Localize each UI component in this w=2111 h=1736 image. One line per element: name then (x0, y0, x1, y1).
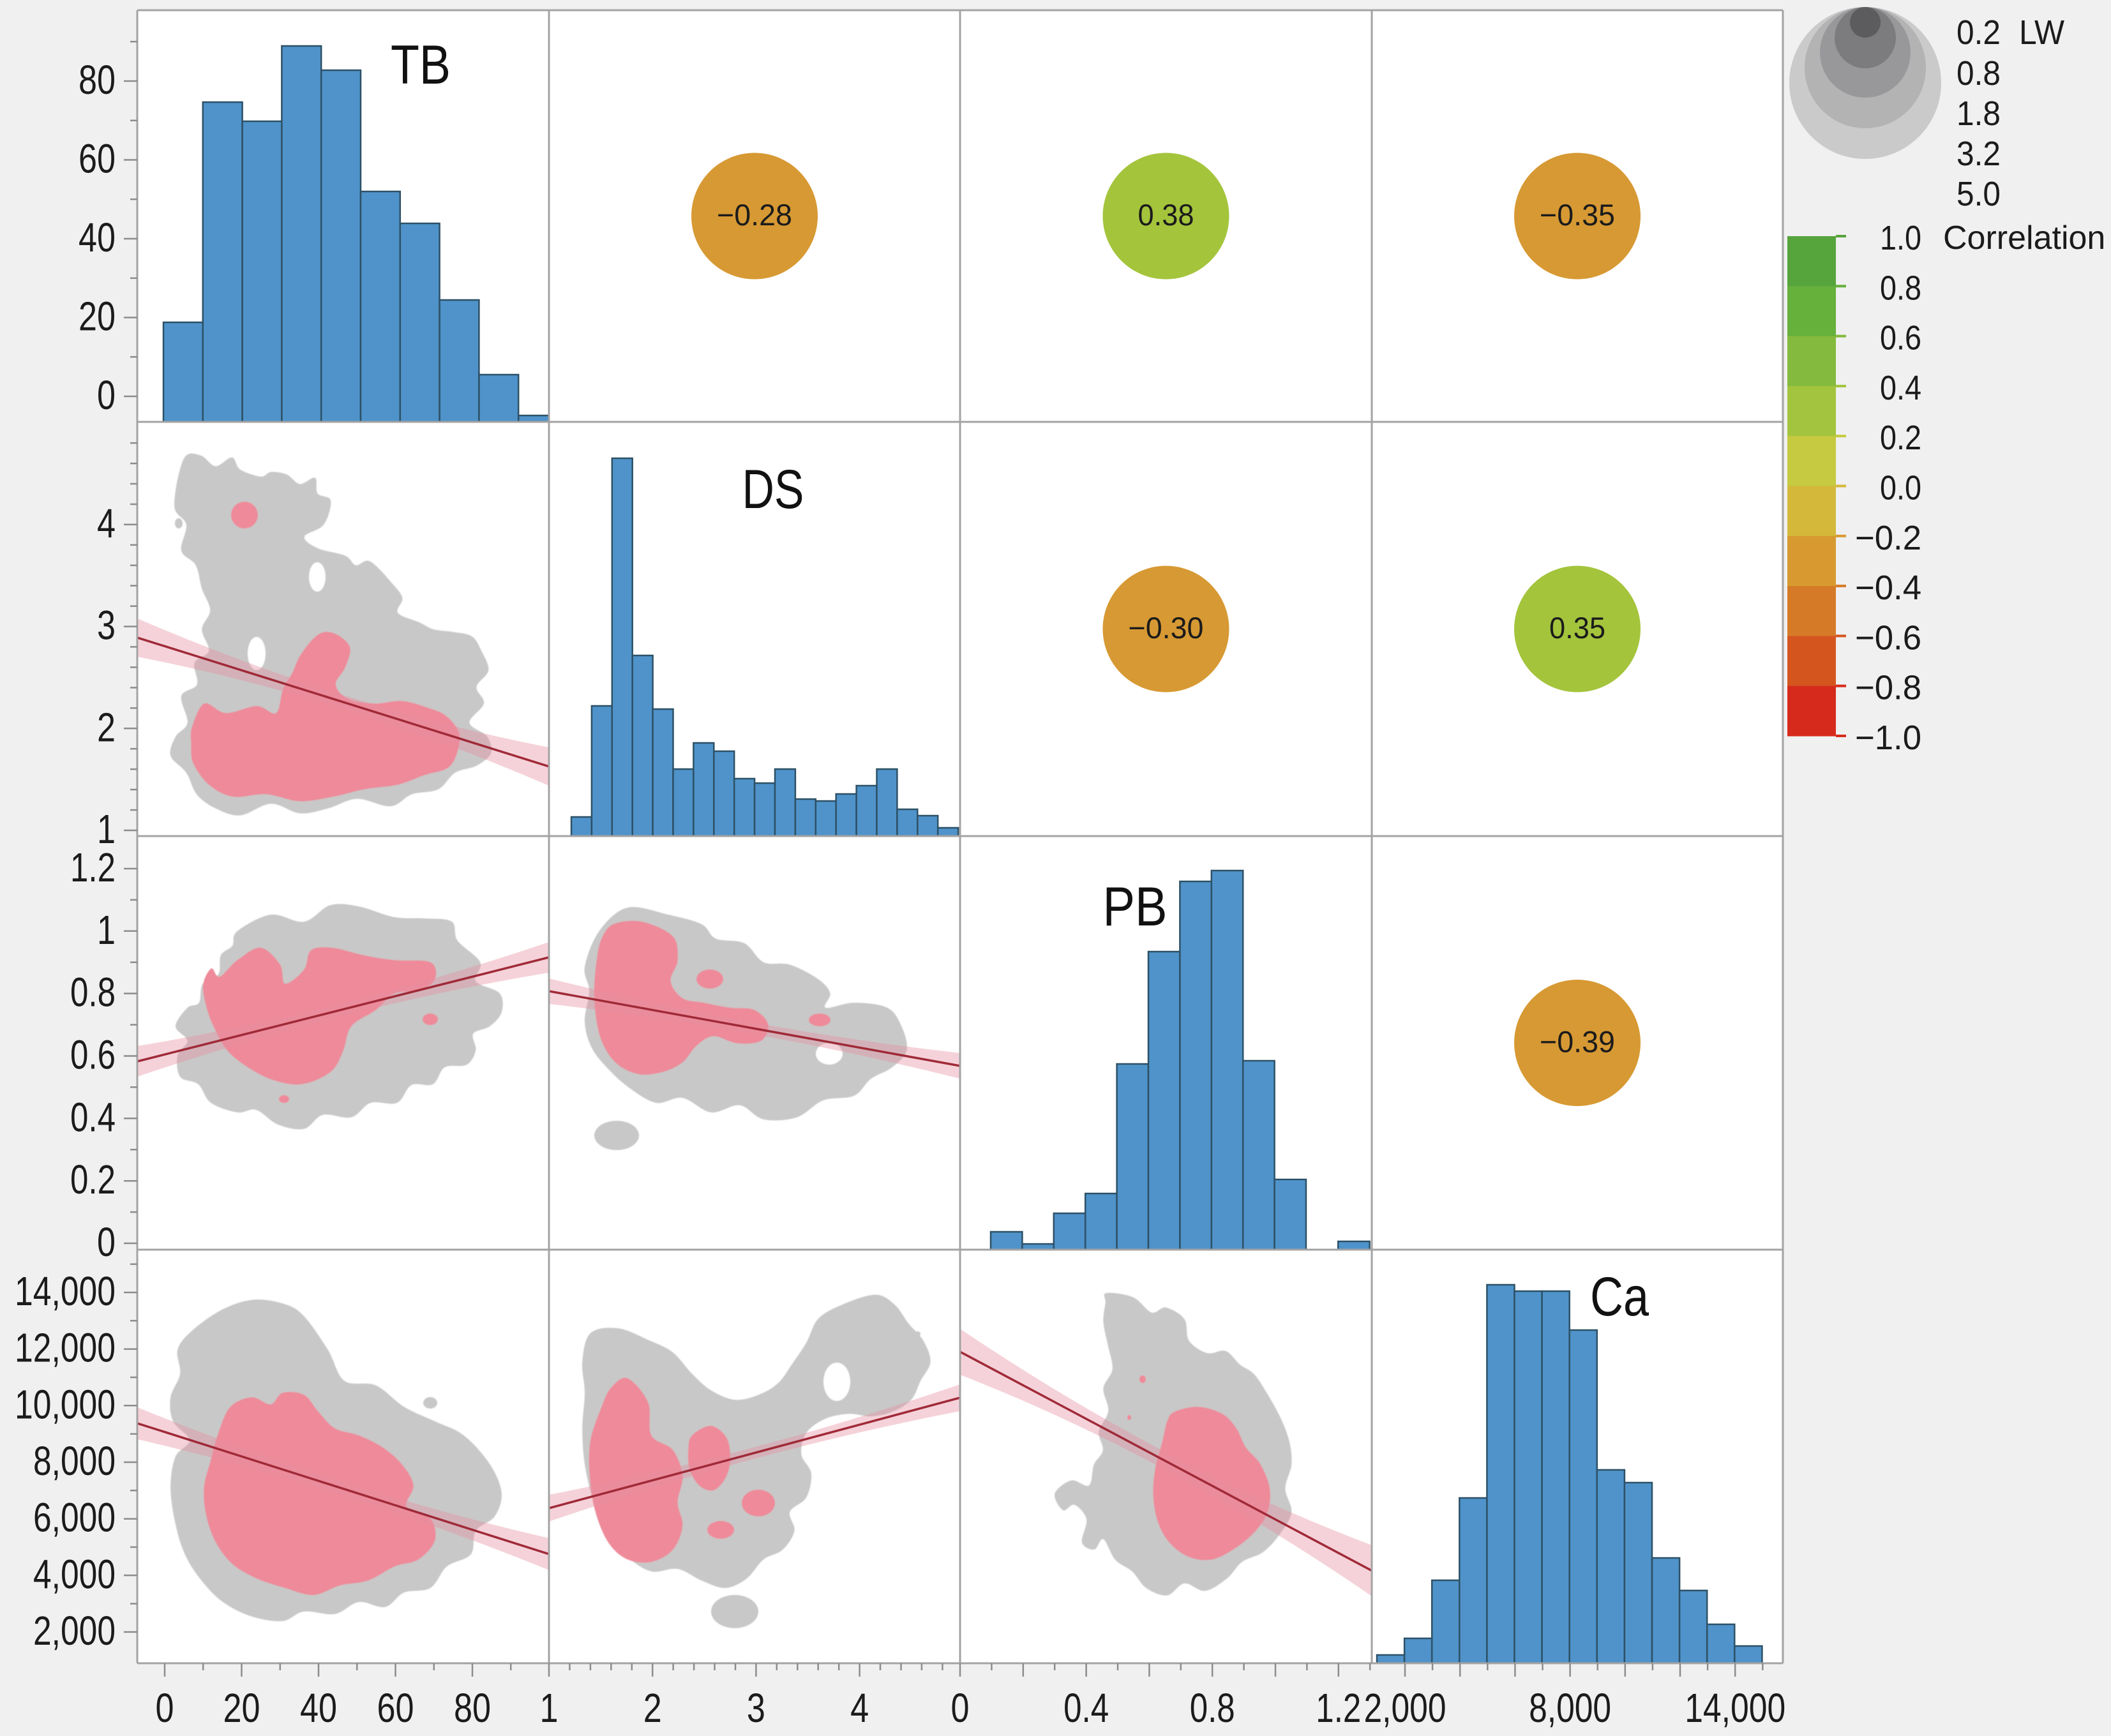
svg-text:0: 0 (97, 372, 116, 418)
svg-text:6,000: 6,000 (33, 1495, 116, 1541)
svg-text:80: 80 (79, 57, 116, 103)
svg-text:0.8: 0.8 (1880, 269, 1921, 307)
svg-text:12,000: 12,000 (15, 1325, 116, 1371)
svg-text:40: 40 (300, 1685, 337, 1731)
svg-text:−0.2: −0.2 (1855, 519, 1921, 557)
svg-text:1.2: 1.2 (1316, 1685, 1361, 1731)
svg-text:60: 60 (377, 1685, 414, 1731)
svg-text:3: 3 (97, 602, 116, 648)
svg-text:20: 20 (79, 294, 116, 340)
svg-text:14,000: 14,000 (15, 1268, 116, 1314)
svg-text:3: 3 (747, 1685, 765, 1731)
svg-text:60: 60 (79, 136, 116, 182)
svg-text:−0.6: −0.6 (1855, 618, 1921, 657)
svg-text:1.0: 1.0 (1880, 219, 1921, 257)
svg-text:0.35: 0.35 (1549, 611, 1605, 645)
svg-text:0.2: 0.2 (1957, 13, 2001, 52)
svg-text:0.2: 0.2 (70, 1156, 116, 1202)
svg-text:8,000: 8,000 (33, 1438, 116, 1484)
svg-text:2,000: 2,000 (1364, 1685, 1446, 1731)
svg-text:0.0: 0.0 (1880, 469, 1921, 507)
svg-text:8,000: 8,000 (1529, 1685, 1611, 1731)
svg-text:10,000: 10,000 (15, 1381, 116, 1427)
svg-text:0.4: 0.4 (1063, 1685, 1109, 1731)
svg-text:0.6: 0.6 (1880, 319, 1921, 357)
svg-text:0.8: 0.8 (1190, 1685, 1235, 1731)
svg-text:−0.8: −0.8 (1855, 669, 1921, 707)
svg-text:0.6: 0.6 (70, 1032, 116, 1078)
svg-text:1.2: 1.2 (70, 844, 116, 890)
svg-text:5.0: 5.0 (1957, 175, 2001, 213)
svg-text:4: 4 (97, 500, 116, 546)
svg-text:0.4: 0.4 (70, 1094, 116, 1140)
svg-text:0: 0 (156, 1685, 174, 1731)
svg-text:80: 80 (454, 1685, 491, 1731)
svg-text:−0.28: −0.28 (717, 198, 792, 232)
svg-text:0.2: 0.2 (1880, 419, 1921, 457)
svg-text:3.2: 3.2 (1957, 135, 2001, 173)
svg-text:4: 4 (850, 1685, 869, 1731)
svg-text:14,000: 14,000 (1685, 1685, 1785, 1731)
svg-text:40: 40 (79, 214, 116, 260)
svg-text:1: 1 (97, 806, 116, 852)
svg-text:−1.0: −1.0 (1855, 719, 1921, 757)
svg-text:1.8: 1.8 (1957, 94, 2001, 133)
svg-text:−0.4: −0.4 (1855, 569, 1921, 607)
svg-text:0: 0 (951, 1685, 970, 1731)
svg-text:2,000: 2,000 (33, 1608, 116, 1654)
svg-text:0.8: 0.8 (70, 969, 116, 1015)
svg-text:20: 20 (223, 1685, 260, 1731)
svg-text:0.8: 0.8 (1957, 54, 2001, 93)
svg-text:Correlation: Correlation (1943, 220, 2105, 257)
svg-text:0.4: 0.4 (1880, 369, 1921, 407)
svg-text:2: 2 (97, 704, 116, 750)
svg-text:LW: LW (2019, 13, 2064, 52)
svg-text:DS: DS (742, 459, 804, 520)
svg-text:−0.30: −0.30 (1129, 611, 1204, 645)
svg-text:−0.39: −0.39 (1540, 1025, 1615, 1059)
svg-text:PB: PB (1103, 876, 1168, 938)
svg-text:−0.35: −0.35 (1540, 198, 1615, 232)
svg-text:TB: TB (391, 34, 451, 96)
svg-text:0: 0 (97, 1219, 116, 1265)
svg-text:1: 1 (97, 907, 116, 953)
svg-text:2: 2 (643, 1685, 662, 1731)
svg-text:0.38: 0.38 (1138, 198, 1194, 232)
svg-text:1: 1 (540, 1685, 559, 1731)
svg-text:Ca: Ca (1590, 1266, 1649, 1328)
svg-text:4,000: 4,000 (33, 1551, 116, 1597)
